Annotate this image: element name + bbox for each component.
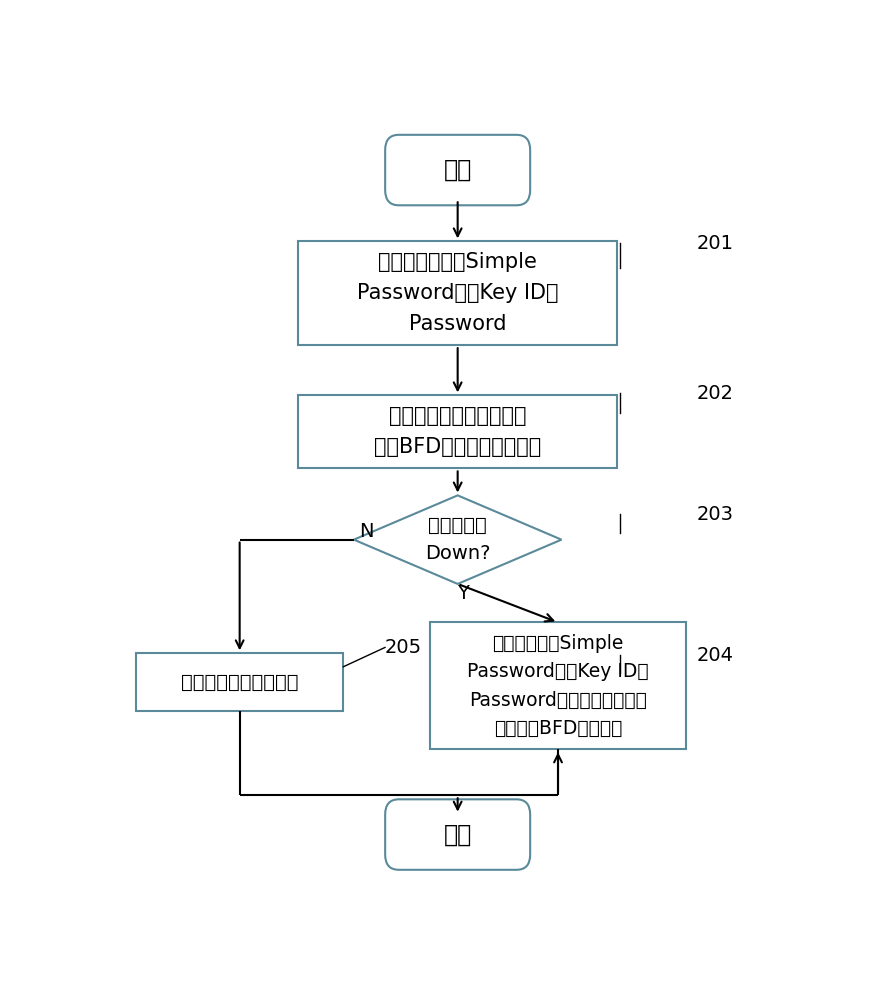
FancyBboxPatch shape bbox=[385, 135, 530, 205]
Text: 204: 204 bbox=[697, 646, 733, 665]
Bar bbox=[136, 653, 344, 711]
Text: 开始: 开始 bbox=[444, 158, 472, 182]
Text: 结束: 结束 bbox=[444, 823, 472, 847]
Text: N: N bbox=[359, 522, 373, 541]
Bar bbox=[430, 622, 686, 749]
Polygon shape bbox=[354, 495, 562, 584]
Text: Y: Y bbox=[457, 584, 469, 603]
Text: 接收上层单向应用通知，
创建BFD会话并触发状态机: 接收上层单向应用通知， 创建BFD会话并触发状态机 bbox=[374, 406, 541, 457]
FancyBboxPatch shape bbox=[385, 799, 530, 870]
Text: 按认证类型（Simple
Password）、Key ID和
Password构造并发送包含认
证部分的BFD控制报文: 按认证类型（Simple Password）、Key ID和 Password构… bbox=[467, 634, 649, 737]
Text: 201: 201 bbox=[697, 234, 733, 253]
Text: 配置认证类型（Simple
Password）、Key ID和
Password: 配置认证类型（Simple Password）、Key ID和 Password bbox=[357, 252, 558, 334]
Text: 现有标准实现机制处理: 现有标准实现机制处理 bbox=[181, 673, 298, 692]
Text: 202: 202 bbox=[697, 384, 733, 403]
Bar bbox=[298, 395, 617, 468]
Bar bbox=[298, 241, 617, 345]
Text: 会话状态为
Down?: 会话状态为 Down? bbox=[425, 516, 490, 563]
Text: 205: 205 bbox=[385, 638, 422, 657]
Text: 203: 203 bbox=[697, 505, 733, 524]
